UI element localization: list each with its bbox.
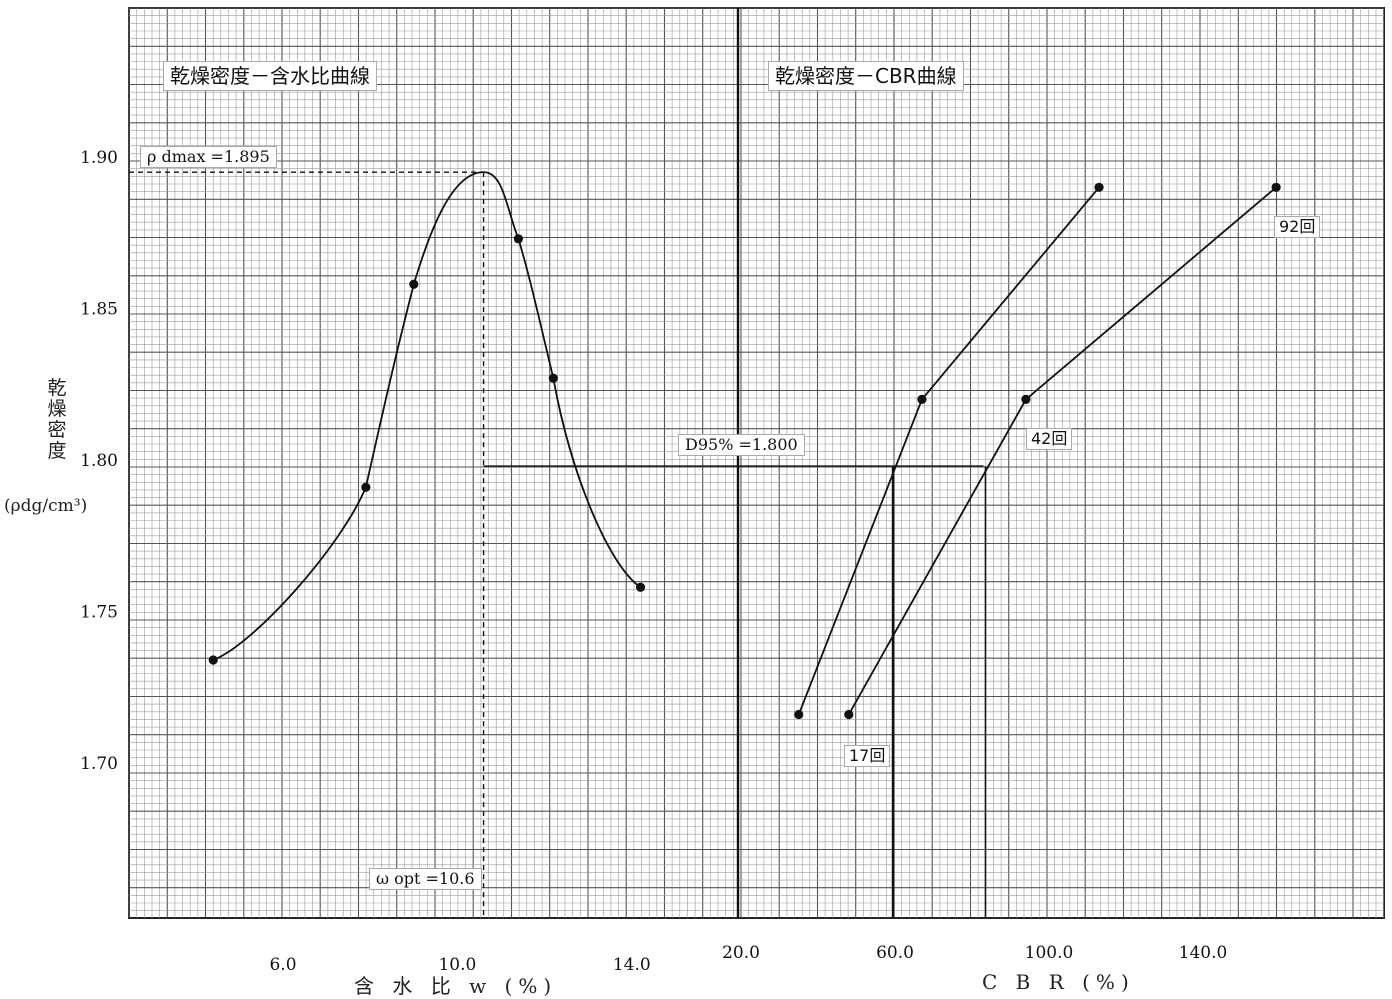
x-axis-label-left: 含 水 比 w (%) xyxy=(354,974,558,998)
data-point xyxy=(1271,182,1281,192)
x-tick-label-left: 10.0 xyxy=(438,955,476,975)
y-tick-label: 1.75 xyxy=(80,603,118,623)
y-axis-unit: (ρdg/cm³) xyxy=(4,496,88,516)
y-tick-label: 1.80 xyxy=(80,451,118,471)
x-tick-label-right: 100.0 xyxy=(1025,943,1074,963)
data-point xyxy=(513,234,524,244)
label-17: 17回 xyxy=(844,745,891,767)
label-42: 42回 xyxy=(1026,428,1073,450)
x-tick-label-right: 60.0 xyxy=(876,943,914,963)
d95-annotation: D95% =1.800 xyxy=(678,434,805,456)
y-axis-label: 乾燥密度 xyxy=(47,377,67,462)
data-point xyxy=(208,655,218,665)
data-point xyxy=(409,279,419,289)
rho-dmax-annotation: ρ dmax =1.895 xyxy=(140,146,277,168)
data-point xyxy=(917,394,927,404)
chart-title-right: 乾燥密度－CBR曲線 xyxy=(768,61,964,91)
x-tick-label-left: 6.0 xyxy=(269,955,296,975)
x-tick-label-left: 14.0 xyxy=(613,955,651,975)
x-tick-label-right: 20.0 xyxy=(722,943,760,963)
chart-title-left: 乾燥密度－含水比曲線 xyxy=(163,61,377,91)
data-point xyxy=(361,482,371,492)
data-point xyxy=(635,582,646,592)
w-opt-annotation: ω opt =10.6 xyxy=(369,868,482,890)
guide-lines xyxy=(129,171,987,918)
data-point xyxy=(1094,182,1104,192)
data-point xyxy=(1021,394,1031,404)
label-92: 92回 xyxy=(1274,216,1321,238)
x-axis-label-right: C B R (%) xyxy=(982,970,1135,994)
y-tick-label: 1.90 xyxy=(80,148,118,168)
data-point xyxy=(794,709,804,720)
y-tick-label: 1.85 xyxy=(80,300,118,320)
x-tick-label-right: 140.0 xyxy=(1179,943,1228,963)
y-tick-label: 1.70 xyxy=(80,754,118,774)
data-point xyxy=(844,709,854,720)
data-points xyxy=(208,182,1281,720)
data-point xyxy=(548,373,558,383)
tick-labels: 1.90 1.85 1.80 1.75 1.70 6.0 10.0 14.0 20.0 60.0 1… xyxy=(80,148,1227,975)
grid xyxy=(128,7,1385,919)
compaction-curve xyxy=(212,171,642,661)
